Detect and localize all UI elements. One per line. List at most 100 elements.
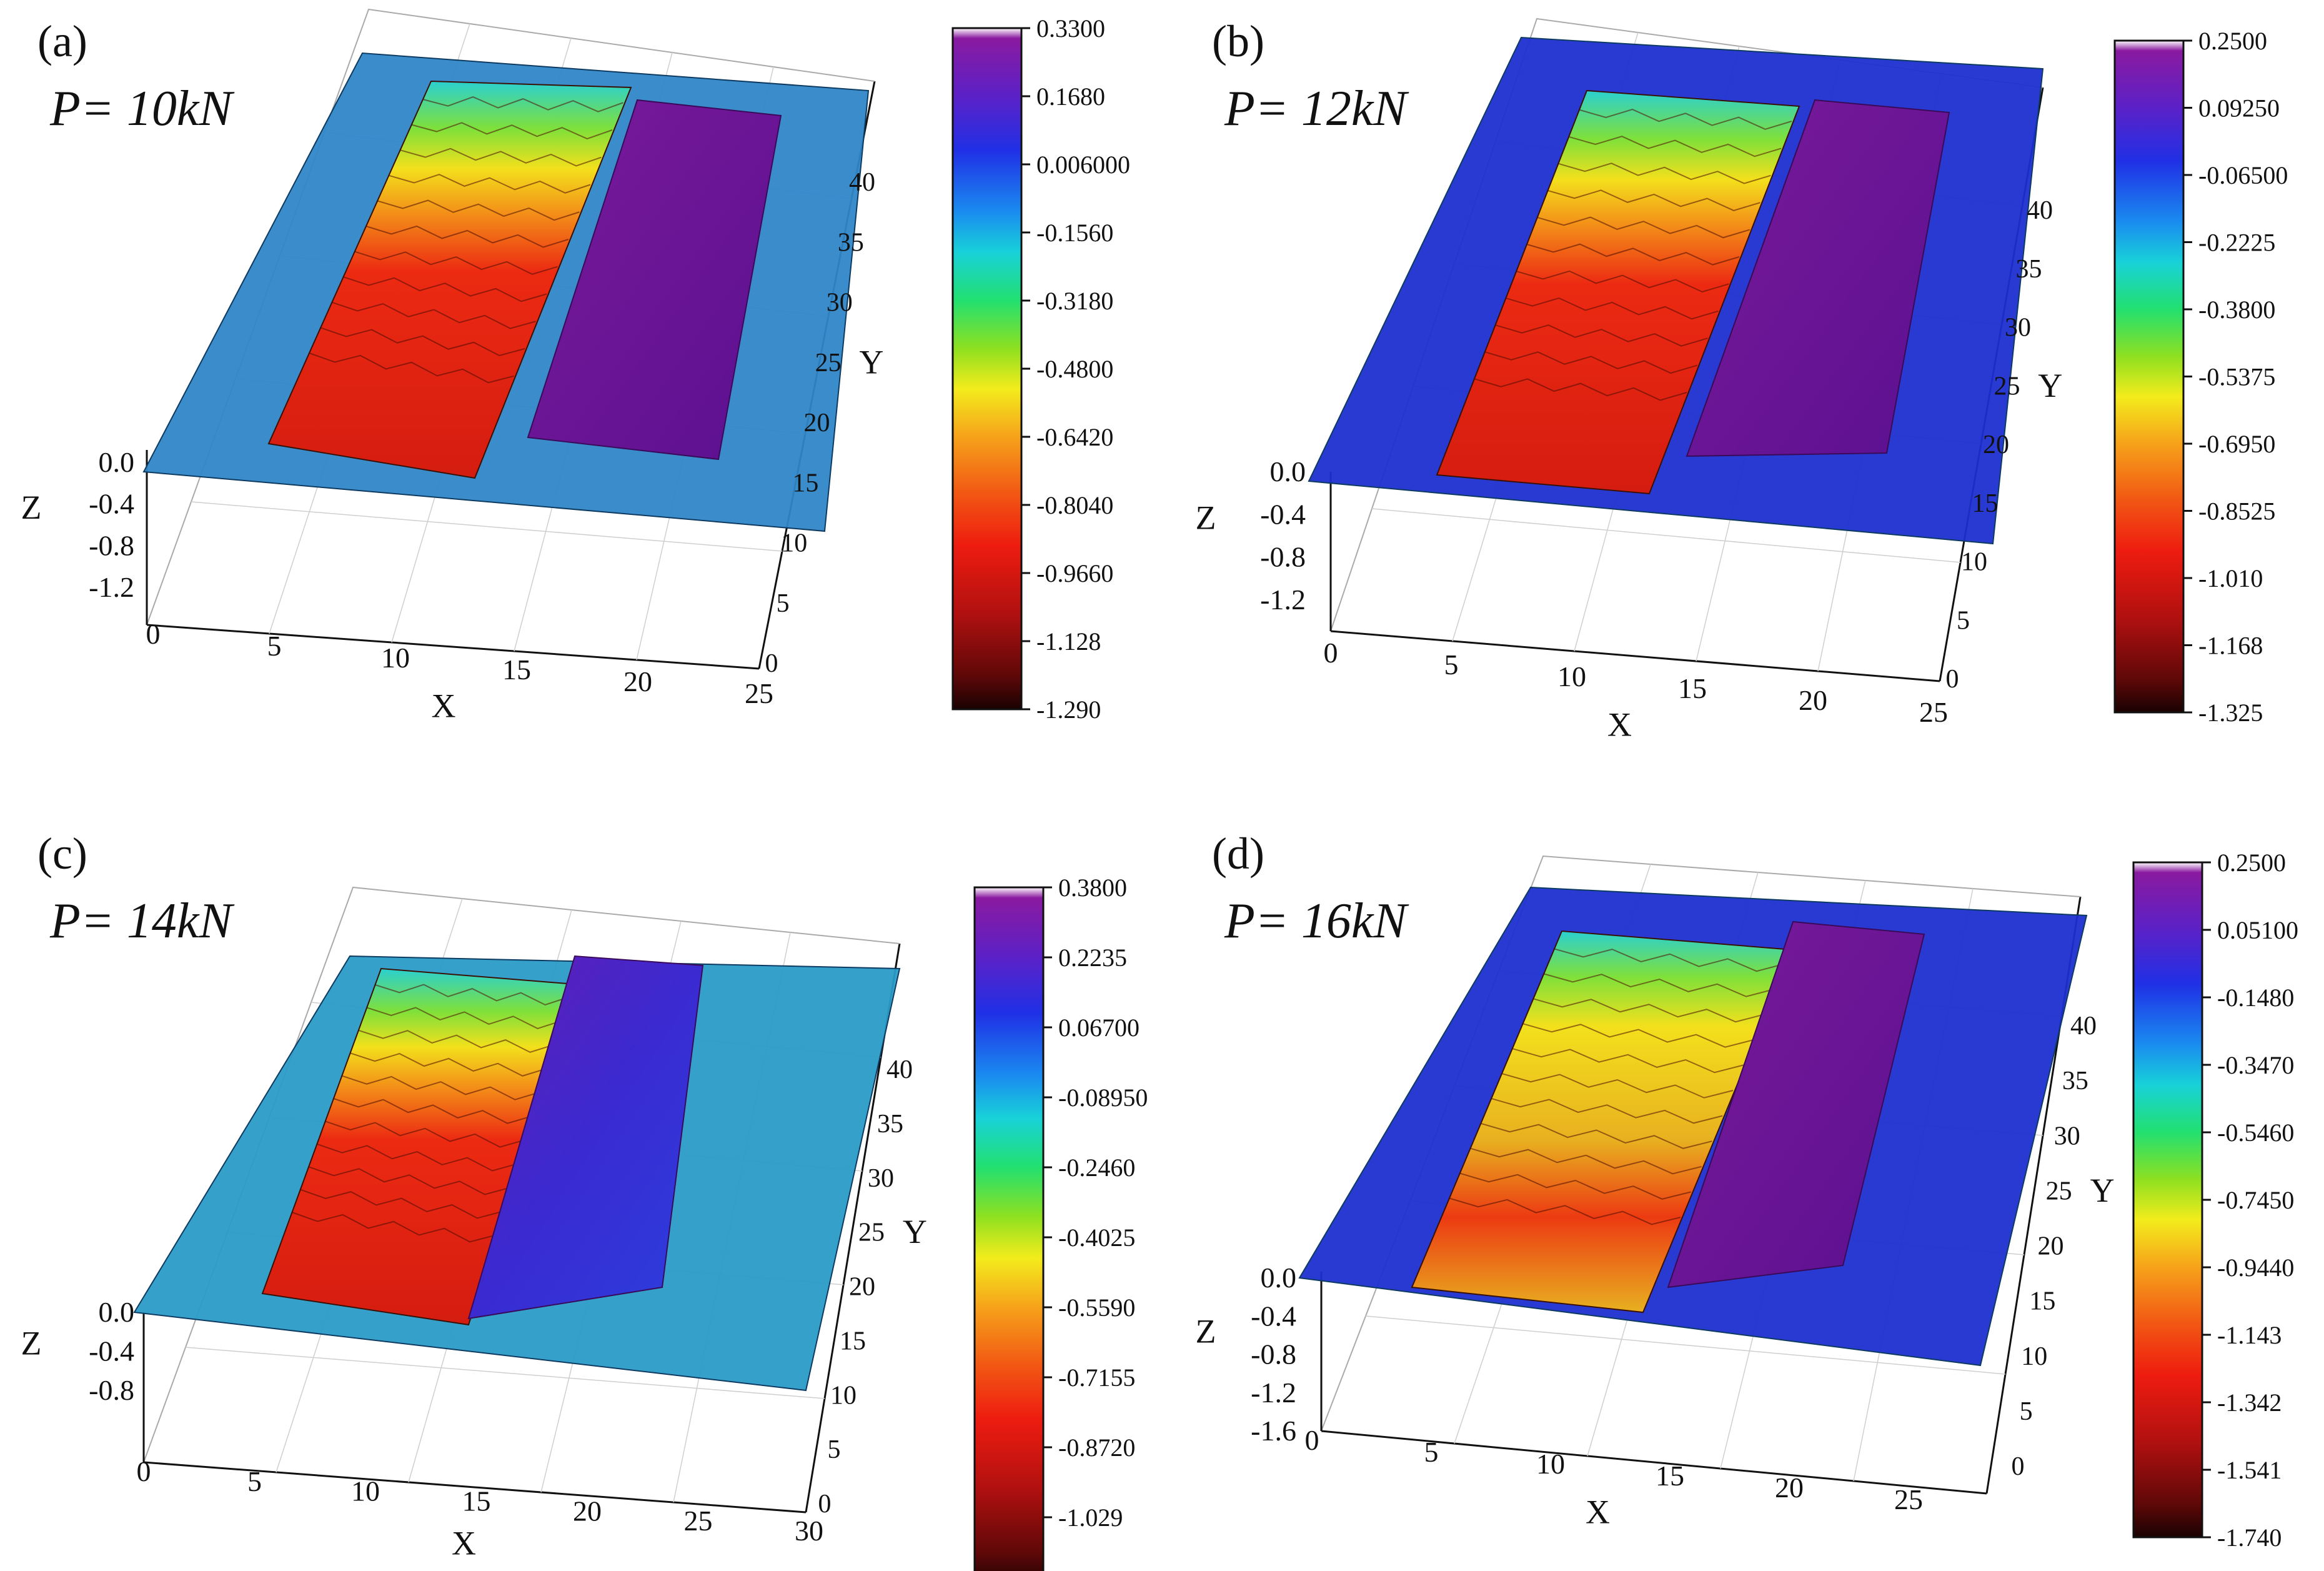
colorbar-tick-label: 0.2235 <box>1058 944 1127 972</box>
y-axis-label: Y <box>859 344 883 381</box>
x-tick-label: 20 <box>1775 1472 1804 1504</box>
scar-ridge <box>1512 1048 1744 1074</box>
x-tick-label: 0 <box>137 1455 151 1487</box>
scar-ridge <box>1506 297 1719 320</box>
scar-ridge <box>377 199 580 221</box>
scar-ridge <box>309 352 514 384</box>
scar-ridge <box>1568 136 1782 157</box>
y-tick-label: 15 <box>1972 489 1999 518</box>
wear-scar <box>267 80 632 479</box>
z-tick-label: -0.4 <box>89 488 134 520</box>
panel-label: (d) <box>1212 829 1264 879</box>
colorbar-tick-label: -0.7155 <box>1058 1364 1135 1392</box>
colorbar-tick-label: -0.4800 <box>1036 355 1113 383</box>
colorbar-tick-label: -0.1560 <box>1036 219 1113 247</box>
colorbar-tick-label: -0.9660 <box>1036 559 1113 587</box>
y-tick-label: 20 <box>849 1273 875 1302</box>
x-axis-label: X <box>1586 1494 1610 1531</box>
scar-ridge <box>1481 1122 1712 1149</box>
floor-grid-line <box>185 1347 825 1399</box>
floor-grid-line <box>1371 508 1961 563</box>
y-tick-label: 10 <box>1961 548 1987 577</box>
x-tick-label: 5 <box>247 1465 262 1497</box>
colorbar <box>2132 861 2203 1539</box>
z-tick-label: -0.4 <box>1251 1300 1296 1332</box>
x-axis-label: X <box>432 687 456 725</box>
y-tick-label: 20 <box>1983 431 2009 459</box>
x-axis-line <box>1321 1430 1987 1495</box>
y-tick-label: 30 <box>2054 1122 2080 1150</box>
scar-ridge <box>333 1098 533 1124</box>
z-tick-label: -1.2 <box>1251 1377 1296 1409</box>
x-tick-label: 20 <box>573 1495 602 1527</box>
x-tick-label: 25 <box>1894 1484 1923 1515</box>
colorbar-tick-label: -0.2225 <box>2198 229 2275 257</box>
z-tick-label: -0.8 <box>89 1374 134 1406</box>
y-tick-label: 20 <box>2038 1232 2064 1261</box>
scar-ridge <box>1474 378 1687 401</box>
x-tick-label: 10 <box>1557 661 1586 692</box>
panel-b: 0 5 10 15 20 25 X 0 5 10 15 20 25 30 35 40 Y 0.0 -0.4 -0.8 -… <box>1196 16 2288 744</box>
z-tick-label: -0.4 <box>1260 498 1306 530</box>
z-tick-label: -1.6 <box>1251 1415 1296 1447</box>
scar-ridge <box>354 251 558 275</box>
y-tick-label: 0 <box>818 1490 832 1519</box>
z-axis-label: Z <box>21 489 42 526</box>
y-tick-label: 30 <box>2005 314 2031 342</box>
x-tick-label: 20 <box>1799 684 1827 716</box>
colorbar-tick-label: -0.6420 <box>1036 423 1113 451</box>
contact-pad <box>1667 920 1925 1289</box>
scar-ridge <box>341 1075 540 1100</box>
scar-ridge <box>292 1212 495 1243</box>
colorbar-tick-label: -1.168 <box>2198 632 2263 660</box>
x-tick-label: 10 <box>381 642 410 674</box>
y-tick-label: 35 <box>2062 1067 2088 1095</box>
y-tick-label: 5 <box>2020 1397 2033 1426</box>
y-axis-label: Y <box>903 1213 927 1250</box>
scar-ridge <box>400 147 602 167</box>
colorbar-tick-label: -1.010 <box>2198 564 2263 592</box>
x-axis-label: X <box>452 1525 476 1562</box>
y-tick-label: 20 <box>804 409 830 437</box>
y-tick-label: 10 <box>2021 1342 2047 1371</box>
z-tick-label: -0.8 <box>89 529 134 561</box>
scar-ridge <box>366 1007 562 1029</box>
colorbar <box>2113 39 2185 714</box>
panel-label: (a) <box>37 16 87 66</box>
wear-scar <box>1436 89 1800 495</box>
z-tick-label: -0.4 <box>89 1335 134 1367</box>
z-tick-label: 0.0 <box>1270 456 1306 487</box>
x-tick-label: 25 <box>684 1505 713 1537</box>
panel-d: 0 5 10 15 20 25 X 0 5 10 15 20 25 30 35 40 Y 0.0 -0.4 -0.8 -… <box>1196 829 2299 1552</box>
scar-ridge <box>1495 324 1708 347</box>
colorbar <box>951 27 1023 711</box>
x-axis-line <box>1330 630 1940 682</box>
load-label: P= 16kN <box>1224 894 1409 949</box>
contact-pad <box>467 955 704 1320</box>
scar-ridge <box>1516 270 1729 293</box>
colorbar-tick-label: -0.06500 <box>2198 161 2288 189</box>
colorbar-tick-label: -0.6950 <box>2198 430 2275 458</box>
y-tick-label: 15 <box>2029 1287 2055 1316</box>
y-tick-label: 0 <box>2012 1452 2025 1481</box>
colorbar-tick-label: 0.3300 <box>1036 14 1105 42</box>
x-tick-label: 25 <box>745 677 773 709</box>
colorbar-tick-label: -1.143 <box>2217 1321 2282 1349</box>
panel-label: (c) <box>37 829 87 879</box>
scar-ridge <box>1459 1172 1692 1200</box>
scar-ridge <box>300 1189 503 1219</box>
colorbar-tick-label: -0.7450 <box>2217 1186 2294 1214</box>
z-tick-label: 0.0 <box>99 1296 135 1328</box>
floor-grid-line <box>191 501 783 552</box>
y-tick-label: 5 <box>1957 606 1970 635</box>
y-axis-label: Y <box>2090 1172 2115 1209</box>
y-tick-label: 40 <box>2070 1012 2097 1040</box>
colorbar-tick-label: 0.2500 <box>2217 849 2286 877</box>
scar-ridge <box>1522 1023 1754 1048</box>
colorbar-tick-label: -0.3800 <box>2198 296 2275 324</box>
x-axis-line <box>146 624 760 670</box>
panel-a: 0 5 10 15 20 25 X 0 5 10 15 20 25 30 35 40 Y 0.0 -0.4 -0.8 -… <box>21 8 1130 725</box>
y-tick-label: 40 <box>2027 196 2053 225</box>
z-tick-label: -0.8 <box>1260 541 1306 573</box>
load-label: P= 12kN <box>1224 81 1409 136</box>
